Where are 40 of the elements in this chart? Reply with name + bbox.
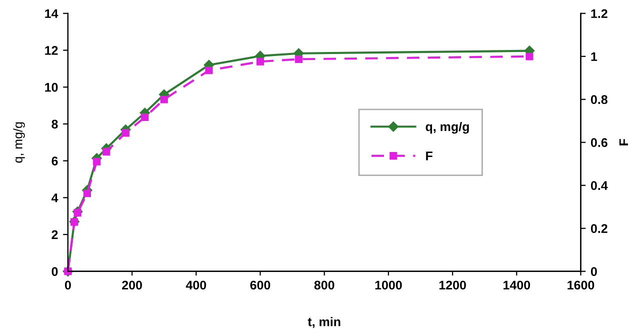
y-tick-label: 8 <box>52 120 58 129</box>
point <box>74 208 82 216</box>
y-tick-label: 10 <box>45 82 58 92</box>
point <box>102 148 110 156</box>
legend-label: q, mg/g <box>426 122 469 134</box>
point <box>256 58 264 66</box>
x-tick-label: 400 <box>186 280 206 290</box>
point <box>205 66 213 74</box>
y2-tick-label: 0.6 <box>590 138 608 148</box>
y-tick-label: 14 <box>45 9 58 18</box>
y-tick-label: 12 <box>45 46 58 55</box>
point <box>294 55 303 64</box>
y2-tick-label: 0.8 <box>590 95 608 104</box>
y-tick-label: 4 <box>51 194 58 202</box>
x-tick-label: 600 <box>250 280 270 290</box>
x-axis-title: t, min <box>308 317 340 328</box>
y2-tick-label: 1 <box>591 52 598 61</box>
y-tick-label: 6 <box>52 156 58 166</box>
point <box>160 96 168 104</box>
y-tick-label: 2 <box>52 230 58 240</box>
x-tick-label: 1600 <box>568 280 594 290</box>
y2-tick-label: 0.2 <box>590 224 608 234</box>
point <box>122 129 130 137</box>
x-tick-label: 1200 <box>439 280 466 290</box>
x-tick-label: 1000 <box>375 280 402 290</box>
point <box>141 113 149 122</box>
x-tick-label: 800 <box>314 280 334 290</box>
y2-tick-label: 0.4 <box>590 181 608 190</box>
point <box>83 190 91 198</box>
y-tick-label: 0 <box>52 267 58 276</box>
y2-tick-label: 0 <box>590 267 597 276</box>
x-tick-label: 1400 <box>504 280 530 290</box>
point <box>92 158 101 166</box>
x-tick-label: 200 <box>122 280 142 290</box>
x-tick-label: 0 <box>64 280 71 290</box>
y2-tick-label: 1.2 <box>591 9 608 18</box>
y-axis-title: q, mg/g <box>13 122 25 163</box>
point <box>526 52 534 60</box>
y2-axis-title: F <box>619 139 628 146</box>
legend-label: F <box>426 152 432 160</box>
